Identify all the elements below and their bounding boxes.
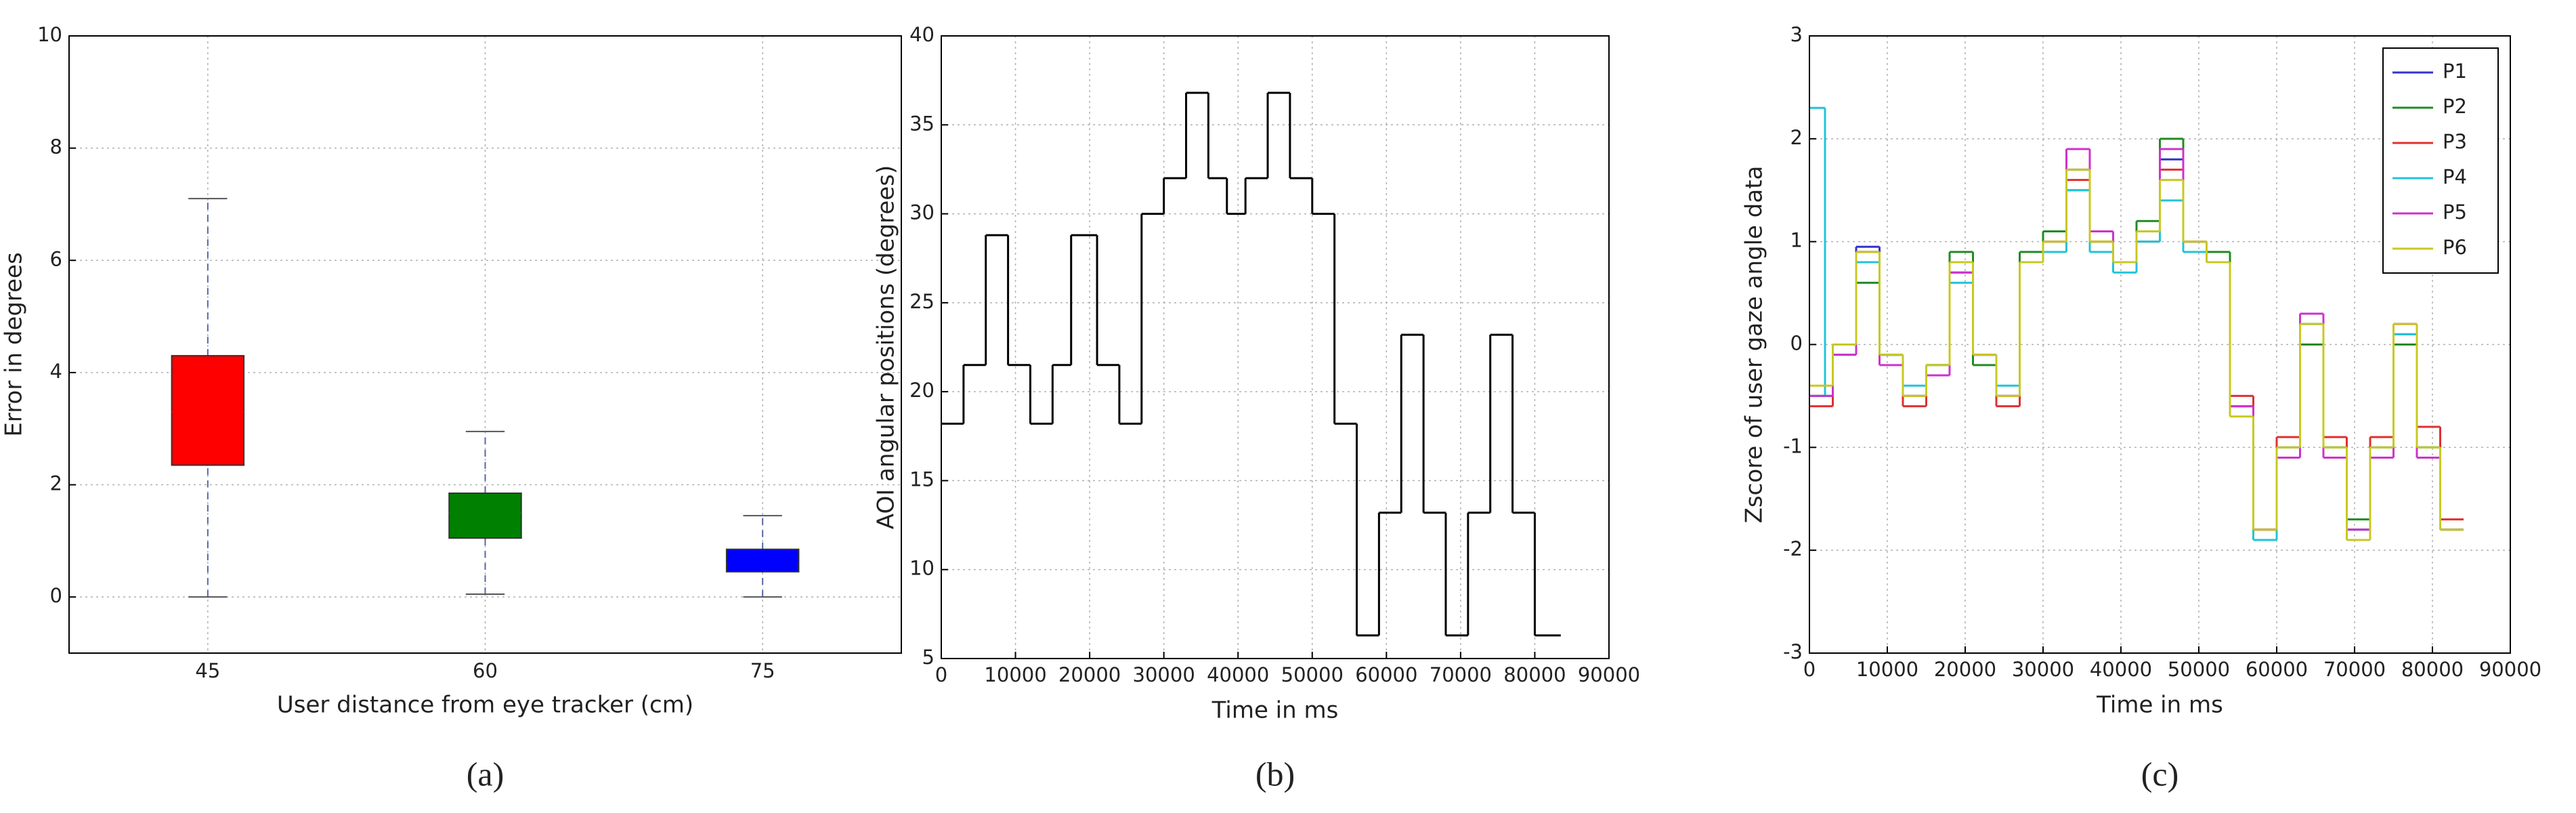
y-tick-label: 10: [909, 557, 935, 580]
y-tick-label: 4: [50, 360, 62, 383]
y-tick-label: 0: [50, 584, 62, 607]
y-tick-label: 20: [909, 379, 935, 402]
x-tick-label: 10000: [984, 663, 1046, 686]
y-tick-label: 6: [50, 247, 62, 270]
x-tick-label: 60000: [2246, 658, 2308, 681]
x-tick-label: 50000: [1281, 663, 1344, 686]
x-tick-label: 20000: [1934, 658, 1996, 681]
plot-frame: [1809, 35, 2511, 654]
legend-label: P5: [2443, 201, 2467, 224]
y-tick-label: 35: [909, 112, 935, 135]
legend-label: P2: [2443, 95, 2467, 118]
panel-caption: (b): [1255, 755, 1295, 793]
y-tick-label: 25: [909, 290, 935, 313]
x-tick-label: 60: [473, 659, 498, 682]
x-tick-label: 45: [195, 659, 220, 682]
legend-label: P1: [2443, 60, 2467, 83]
y-axis-label: Error in degrees: [1, 252, 28, 436]
y-tick-label: 15: [909, 467, 935, 491]
y-tick-label: -1: [1783, 434, 1803, 457]
y-tick-label: 3: [1790, 23, 1803, 46]
x-tick-label: 90000: [2479, 658, 2541, 681]
y-tick-label: 2: [50, 472, 62, 495]
x-tick-label: 30000: [2012, 658, 2074, 681]
x-tick-label: 75: [750, 659, 775, 682]
legend-label: P4: [2443, 165, 2467, 188]
box: [171, 355, 245, 466]
x-tick-label: 40000: [1207, 663, 1269, 686]
y-tick-label: 8: [50, 136, 62, 159]
chart-panel: 0 2 4 6 8 10 45 60 75 User distance from eye trac…: [1, 23, 902, 793]
x-axis-label: User distance from eye tracker (cm): [277, 692, 693, 719]
y-axis-label: Zscore of user gaze angle data: [1741, 166, 1768, 524]
x-tick-label: 20000: [1058, 663, 1121, 686]
x-tick-label: 60000: [1355, 663, 1417, 686]
x-tick-label: 40000: [2090, 658, 2152, 681]
x-axis-label: Time in ms: [2096, 692, 2223, 719]
plot-frame: [941, 35, 1610, 659]
panel-caption: (a): [467, 755, 505, 793]
y-tick-label: 0: [1790, 332, 1803, 355]
x-tick-label: 90000: [1578, 663, 1640, 686]
box: [448, 492, 522, 539]
y-tick-label: 1: [1790, 229, 1803, 252]
x-tick-label: 10000: [1856, 658, 1918, 681]
x-tick-label: 70000: [2323, 658, 2386, 681]
x-tick-label: 0: [1803, 658, 1816, 681]
chart-panel: -3 -2 -1 0 1 2 3 0 10000 20000 30000 40000 50000 6000…: [1741, 23, 2542, 793]
legend-label: P6: [2443, 236, 2467, 259]
legend-box: [2382, 47, 2499, 274]
x-tick-label: 0: [935, 663, 947, 686]
x-tick-label: 80000: [1503, 663, 1566, 686]
y-tick-label: -2: [1783, 537, 1803, 560]
x-axis-label: Time in ms: [1211, 697, 1339, 724]
y-axis-label: AOI angular positions (degrees): [873, 165, 900, 529]
y-tick-label: 40: [909, 23, 935, 46]
panel-caption: (c): [2141, 755, 2179, 793]
x-tick-label: 50000: [2168, 658, 2230, 681]
y-tick-label: -3: [1783, 640, 1803, 663]
x-tick-label: 70000: [1430, 663, 1492, 686]
y-tick-label: 30: [909, 201, 935, 224]
legend-label: P3: [2443, 130, 2467, 153]
x-tick-label: 30000: [1133, 663, 1195, 686]
y-tick-label: 10: [37, 23, 62, 46]
y-tick-label: 5: [922, 646, 935, 669]
x-tick-label: 80000: [2401, 658, 2464, 681]
y-tick-label: 2: [1790, 126, 1803, 149]
plot-frame: [68, 35, 902, 654]
chart-panel: 5 10 15 20 25 30 35 40 0 10000 20000 30000 40000 5000…: [873, 23, 1641, 793]
